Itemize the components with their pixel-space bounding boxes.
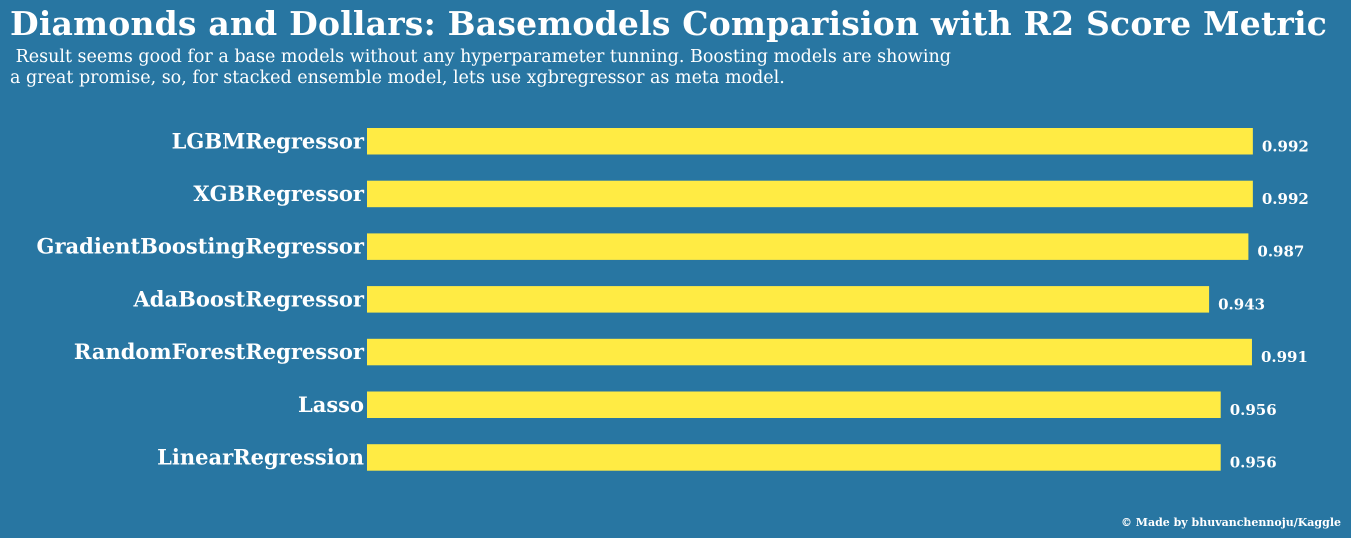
bar xyxy=(367,233,1249,260)
bar xyxy=(367,391,1221,418)
value-label: 0.956 xyxy=(1230,401,1277,419)
value-label: 0.943 xyxy=(1218,295,1265,313)
bar xyxy=(367,286,1210,313)
category-label: RandomForestRegressor xyxy=(74,339,365,364)
category-label: AdaBoostRegressor xyxy=(132,286,364,311)
credit-text: © Made by bhuvanchennoju/Kaggle xyxy=(1120,516,1341,529)
value-label: 0.991 xyxy=(1261,348,1308,366)
category-label: GradientBoostingRegressor xyxy=(37,234,365,259)
subtitle-line-1: Result seems good for a base models with… xyxy=(10,47,951,67)
category-label: LGBMRegressor xyxy=(172,128,365,153)
value-label: 0.992 xyxy=(1262,190,1309,208)
subtitle-line-2: a great promise, so, for stacked ensembl… xyxy=(10,68,785,88)
category-label: LinearRegression xyxy=(157,444,364,469)
value-label: 0.992 xyxy=(1262,137,1309,155)
value-label: 0.987 xyxy=(1257,243,1304,261)
value-label: 0.956 xyxy=(1230,453,1277,471)
bar xyxy=(367,338,1252,366)
bar xyxy=(367,128,1253,155)
bar xyxy=(367,180,1253,208)
category-label: XGBRegressor xyxy=(193,181,365,206)
chart-title: Diamonds and Dollars: Basemodels Compari… xyxy=(10,4,1328,43)
chart-subtitle: Result seems good for a base models with… xyxy=(10,47,951,89)
bar xyxy=(367,444,1221,471)
category-label: Lasso xyxy=(298,392,364,417)
